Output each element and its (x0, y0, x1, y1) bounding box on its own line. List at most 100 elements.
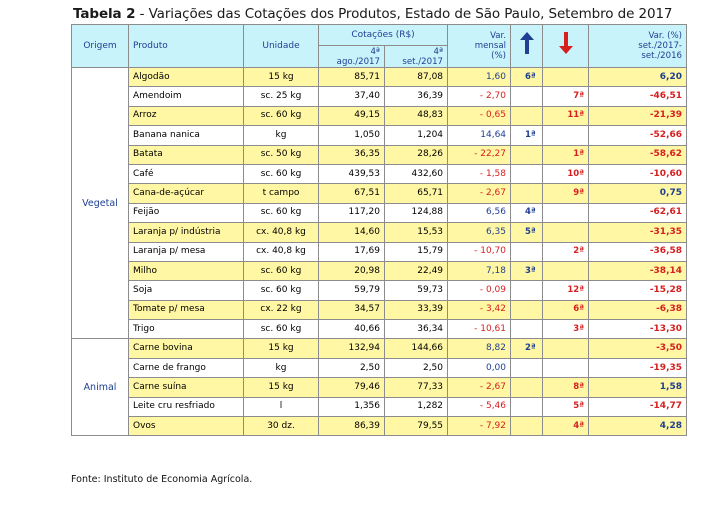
table-row: Vegetal Algodão 15 kg 85,71 87,08 1,60 6ª 6,20 (71, 66, 688, 340)
price-set-2017: 144,66 (383, 338, 449, 359)
price-ago-2017: 132,94 (318, 338, 385, 359)
product-name: Soja (128, 280, 244, 301)
product-name: Algodão (128, 66, 244, 88)
table-title-text: - Variações das Cotações dos Produtos, E… (135, 6, 673, 22)
annual-variation: 0,75 (588, 183, 688, 204)
fall-rank: 12ª (542, 280, 590, 301)
annual-variation: -10,60 (588, 163, 688, 185)
rise-rank: 6ª (510, 66, 544, 88)
monthly-variation: 0,00 (447, 357, 512, 379)
fall-rank (542, 202, 590, 224)
table-row: Carne de frango kg 2,50 2,50 0,00 -19,35 (72, 357, 688, 379)
monthly-variation: - 10,70 (447, 241, 512, 262)
header-var-mensal-l3: (%) (491, 51, 507, 61)
fall-rank: 3ª (542, 319, 590, 340)
fall-rank (542, 357, 590, 379)
annual-variation: -46,51 (588, 86, 688, 107)
header-unidade: Unidade (243, 24, 319, 68)
table-row: Animal Carne bovina 15 kg 132,94 144,66 8,82 2… (71, 338, 688, 437)
rise-rank (510, 144, 544, 165)
fall-rank (542, 66, 590, 88)
rise-rank: 4ª (510, 202, 544, 224)
header-ago-2017: 4ª ago./2017 (318, 45, 385, 68)
table-row: Cana-de-açúcar t campo 67,51 65,71- 2,67 9ª 0… (72, 183, 688, 204)
price-set-2017: 77,33 (383, 377, 449, 398)
monthly-variation: - 3,42 (447, 299, 512, 321)
header-ago-l2: ago./2017 (336, 56, 380, 67)
rise-rank (510, 86, 544, 107)
unit-cell: 15 kg (243, 338, 319, 359)
product-name: Carne de frango (128, 357, 244, 379)
rise-rank (510, 105, 544, 127)
product-name: Trigo (128, 319, 244, 340)
rise-rank: 3ª (510, 260, 544, 282)
unit-cell: kg (243, 125, 319, 146)
group-label-vegetal: Vegetal (71, 66, 129, 340)
monthly-variation: - 1,58 (447, 163, 512, 185)
product-name: Batata (128, 144, 244, 165)
fall-rank: 1ª (542, 144, 590, 165)
table-row: Trigo sc. 60 kg 40,66 36,34- 10,61 3ª -13,30 (72, 319, 688, 340)
annual-variation: -14,77 (588, 396, 688, 418)
annual-variation: -3,50 (588, 338, 688, 359)
header-cotacoes: Cotações (R$) (317, 24, 449, 46)
header-var-mensal: Var. mensal (%) (447, 24, 512, 68)
price-ago-2017: 36,35 (318, 144, 385, 165)
price-set-2017: 79,55 (383, 416, 449, 437)
unit-cell: sc. 60 kg (243, 105, 319, 127)
annual-variation: -58,62 (588, 144, 688, 165)
monthly-variation: 7,18 (447, 260, 512, 282)
price-ago-2017: 2,50 (318, 357, 385, 379)
unit-cell: sc. 50 kg (243, 144, 319, 165)
rise-rank: 1ª (510, 125, 544, 146)
price-set-2017: 36,34 (383, 319, 449, 340)
fall-rank: 9ª (542, 183, 590, 204)
fall-rank (542, 222, 590, 243)
rise-rank (510, 377, 544, 398)
price-ago-2017: 67,51 (318, 183, 385, 204)
source-note: Fonte: Instituto de Economia Agrícola. (71, 474, 253, 485)
unit-cell: sc. 60 kg (243, 202, 319, 224)
price-set-2017: 1,282 (383, 396, 449, 418)
annual-variation: -15,28 (588, 280, 688, 301)
price-ago-2017: 17,69 (318, 241, 385, 262)
table-row: Amendoim sc. 25 kg 37,40 36,39- 2,70 7ª -46,5… (72, 86, 688, 107)
unit-cell: l (243, 396, 319, 418)
table-row: Milho sc. 60 kg 20,98 22,49 7,18 3ª -38,14 (72, 260, 688, 282)
fall-rank (542, 338, 590, 359)
product-name: Cana-de-açúcar (128, 183, 244, 204)
annual-variation: -21,39 (588, 105, 688, 127)
price-ago-2017: 37,40 (318, 86, 385, 107)
price-set-2017: 59,73 (383, 280, 449, 301)
fall-rank: 2ª (542, 241, 590, 262)
monthly-variation: - 5,46 (447, 396, 512, 418)
unit-cell: sc. 60 kg (243, 319, 319, 340)
annual-variation: 1,58 (588, 377, 688, 398)
product-name: Carne bovina (128, 338, 244, 359)
price-set-2017: 124,88 (383, 202, 449, 224)
header-set-l1: 4ª (433, 46, 444, 57)
monthly-variation: 14,64 (447, 125, 512, 146)
price-set-2017: 22,49 (383, 260, 449, 282)
annual-variation: -13,30 (588, 319, 688, 340)
annual-variation: -19,35 (588, 357, 688, 379)
header-produto: Produto (128, 24, 244, 68)
product-name: Feijão (128, 202, 244, 224)
price-set-2017: 33,39 (383, 299, 449, 321)
price-set-2017: 28,26 (383, 144, 449, 165)
price-ago-2017: 49,15 (318, 105, 385, 127)
product-name: Carne suína (128, 377, 244, 398)
fall-rank: 10ª (542, 163, 590, 185)
header-down-cell (542, 24, 590, 68)
product-name: Laranja p/ mesa (128, 241, 244, 262)
table-row: Batata sc. 50 kg 36,35 28,26- 22,27 1ª -58,62 (72, 144, 688, 165)
unit-cell: sc. 60 kg (243, 163, 319, 185)
rise-rank (510, 319, 544, 340)
arrow-up-icon (519, 32, 534, 54)
price-set-2017: 48,83 (383, 105, 449, 127)
fall-rank: 5ª (542, 396, 590, 418)
product-name: Laranja p/ indústria (128, 222, 244, 243)
unit-cell: kg (243, 357, 319, 379)
table-row: Laranja p/ indústria cx. 40,8 kg 14,60 15,5… (72, 222, 688, 243)
product-name: Café (128, 163, 244, 185)
